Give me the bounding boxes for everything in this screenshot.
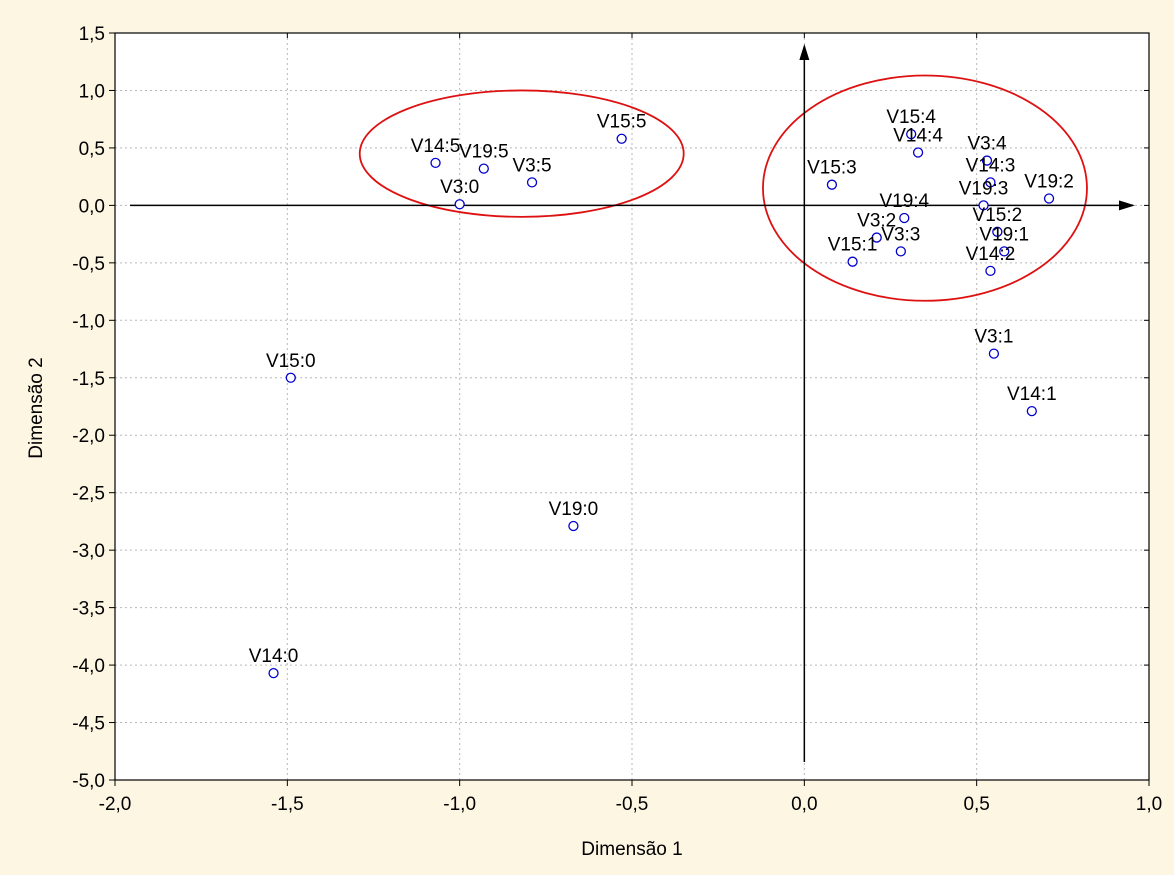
y-tick-label: 0,0 [79,196,105,217]
data-point-label: V19:1 [979,224,1029,245]
data-point-label: V3:5 [512,155,551,176]
data-point [568,520,579,532]
data-point-label: V3:2 [857,211,896,232]
data-point [978,200,989,211]
data-point [988,348,1000,359]
y-tick-label: -5,0 [72,771,105,792]
y-tick-label: -2,0 [72,426,105,447]
data-point [478,163,489,174]
data-point-label: V19:0 [549,499,599,520]
data-point-label: V14:1 [1007,384,1057,405]
data-point-label: V19:5 [459,142,509,163]
data-point [895,246,906,257]
plot-frame [114,32,1150,781]
data-point-label: V14:0 [249,646,299,667]
y-tick-label: 1,0 [79,81,105,102]
y-tick-label: 1,5 [79,24,105,45]
data-point [899,212,910,224]
y-tick-label: -1,0 [72,311,105,332]
y-tick-label: -2,5 [72,484,105,505]
data-point [826,179,838,190]
cluster-ellipse-2 [762,74,1088,302]
plot-area [115,33,1149,780]
data-point-label: V14:3 [966,155,1016,176]
data-point [616,133,627,144]
x-tick-label: 1,0 [1136,794,1162,815]
data-point-label: V14:5 [411,136,461,157]
y-tick-label: 0,5 [79,139,105,160]
x-tick-label: 0,0 [791,794,817,815]
y-tick-label: -3,0 [72,541,105,562]
y-tick-label: -4,5 [72,714,105,735]
y-tick-label: -4,0 [72,656,105,677]
data-point [999,246,1010,257]
data-point-label: V15:1 [828,235,878,256]
data-point-label: V14:4 [893,126,943,147]
data-point-label: V15:2 [973,205,1023,226]
data-point-label: V15:0 [266,351,316,372]
data-point-label: V3:1 [974,327,1013,348]
data-point [526,177,538,188]
data-point [1026,405,1037,417]
data-point [847,256,858,267]
data-point-label: V15:3 [807,158,857,179]
y-tick-label: -1,5 [72,369,105,390]
x-axis-title: Dimensão 1 [581,839,682,860]
x-tick-label: -1,0 [443,794,476,815]
x-tick-label: -1,5 [271,794,304,815]
data-point-label: V19:2 [1024,171,1074,192]
data-point [985,177,996,188]
data-point [454,199,465,210]
x-tick-label: 0,5 [963,794,989,815]
data-point-label: V15:4 [886,107,936,128]
data-point [268,667,279,679]
data-point-label: V14:2 [966,244,1016,265]
y-axis-title: Dimensão 2 [26,357,47,458]
data-point-label: V19:3 [959,178,1009,199]
x-tick-label: -0,5 [616,794,649,815]
data-point-label: V3:0 [440,177,479,198]
data-point [430,157,441,169]
x-tick-label: -2,0 [99,794,132,815]
data-point-label: V3:4 [967,134,1007,155]
data-point [871,232,882,243]
data-point-label: V3:3 [881,224,920,245]
data-point [912,147,924,158]
y-tick-label: -3,5 [72,599,105,620]
data-point [285,372,296,383]
y-tick-label: -0,5 [72,254,105,275]
data-point-label: V19:4 [879,191,929,212]
cluster-ellipse-1 [358,89,685,218]
data-point [985,265,996,277]
data-point [1043,193,1055,204]
data-point-label: V15:5 [597,112,647,133]
data-point [992,226,1003,237]
data-point [906,128,917,140]
data-point [981,155,993,166]
